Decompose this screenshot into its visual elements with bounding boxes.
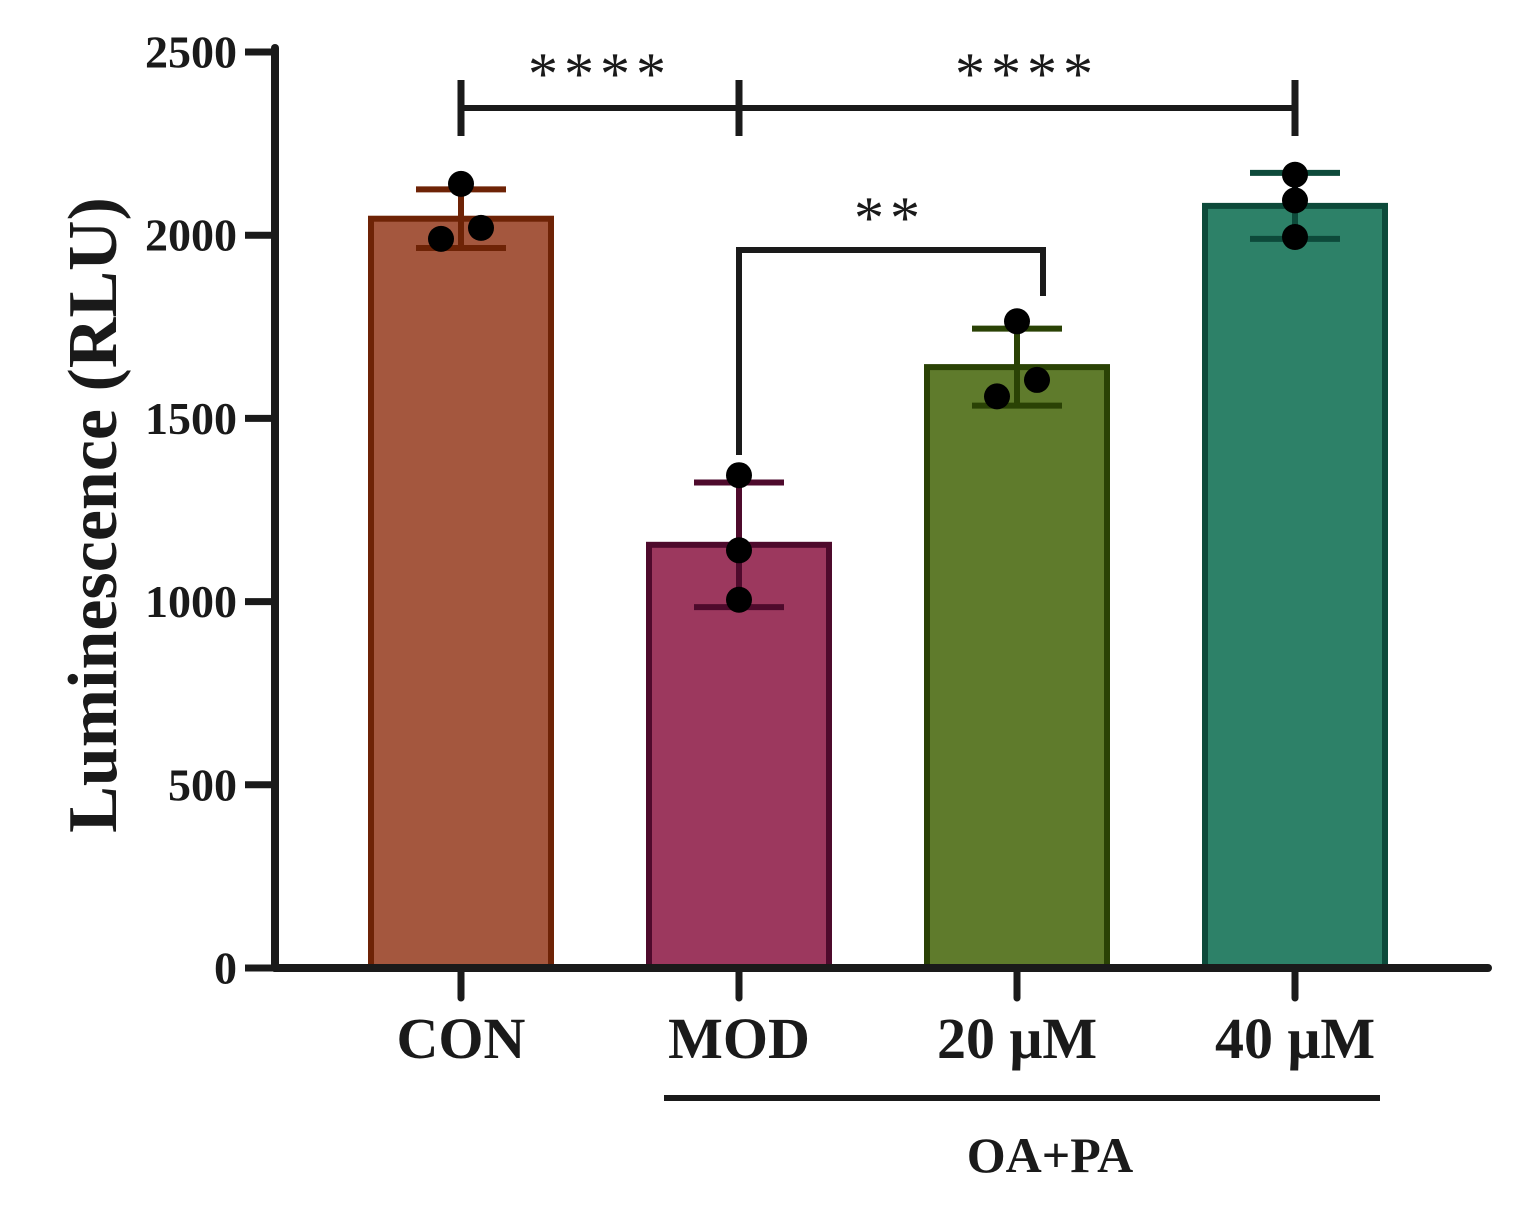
group-label: OA+PA	[967, 1127, 1133, 1183]
points-layer	[428, 161, 1308, 613]
data-point-con	[428, 225, 454, 252]
data-point-20-m	[1004, 308, 1030, 335]
labels-layer: Luminescence (RLU) OA+PA 0 500 1000 1500 200…	[55, 27, 1375, 1184]
x-tick-label-con: CON	[397, 1006, 526, 1071]
axes-layer	[245, 44, 1492, 1101]
data-point-mod	[726, 537, 752, 564]
bar-mod	[646, 541, 832, 971]
data-point-40-m	[1282, 161, 1308, 188]
data-point-20-m	[984, 383, 1010, 410]
data-point-mod	[726, 462, 752, 489]
data-point-20-m	[1024, 366, 1050, 393]
data-point-mod	[726, 586, 752, 613]
data-point-con	[448, 170, 474, 197]
y-tick-label: 1500	[145, 393, 237, 444]
y-tick-label: 2500	[145, 27, 237, 78]
y-tick-label: 0	[214, 943, 237, 994]
data-point-40-m	[1282, 224, 1308, 251]
bar-con	[368, 215, 554, 972]
bar-20-m	[924, 364, 1110, 971]
x-tick-label-20-m: 20 μM	[937, 1006, 1097, 1071]
y-axis-label: Luminescence (RLU)	[55, 197, 132, 833]
y-tick-label: 1000	[145, 576, 237, 627]
y-tick-label: 2000	[145, 210, 237, 261]
significance-label-con-mod: ****	[528, 41, 672, 107]
significance-label-mod-20um: **	[854, 185, 926, 251]
significance-label-mod-40um: ****	[955, 41, 1099, 107]
bars-layer	[368, 202, 1388, 972]
y-tick-label: 500	[168, 759, 237, 810]
x-tick-label-40-m: 40 μM	[1215, 1006, 1375, 1071]
bar-40-m	[1202, 202, 1388, 971]
x-tick-label-mod: MOD	[668, 1006, 810, 1071]
significance-bracket-mod-20um	[736, 247, 1046, 455]
significance-layer: **** ******	[457, 41, 1299, 455]
data-point-40-m	[1282, 187, 1308, 214]
data-point-con	[468, 214, 494, 241]
